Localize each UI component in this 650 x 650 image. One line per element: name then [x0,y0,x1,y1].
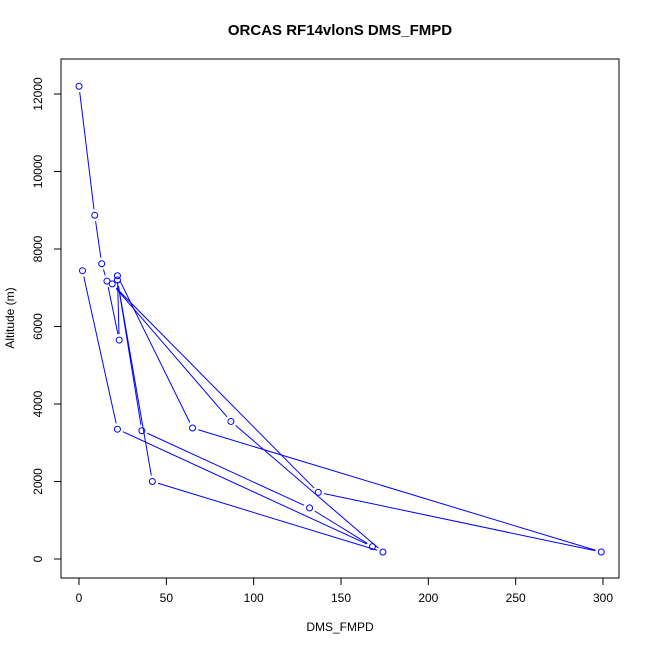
y-tick-label: 0 [31,555,45,562]
data-point [75,82,83,90]
y-tick-label: 12000 [31,77,45,111]
data-point [189,424,197,432]
y-tick-label: 10000 [31,154,45,188]
x-tick-label: 250 [506,591,526,605]
y-tick-label: 8000 [31,235,45,262]
data-point [148,478,156,485]
data-point [115,336,123,344]
data-point [98,260,106,268]
series-line-segment [79,92,95,210]
data-point [227,417,235,425]
series-line-segment [95,221,102,258]
y-axis-label: Altitude (m) [3,287,17,348]
x-tick-label: 150 [331,591,351,605]
series-lines [79,92,596,552]
series-line-segment [117,285,142,425]
data-point [306,504,314,512]
series-line-segment [122,431,368,545]
x-tick-label: 100 [244,591,264,605]
series-line-segment [107,286,119,335]
series-line-segment [115,288,228,418]
data-point [597,548,605,556]
series-line-segment [116,287,315,489]
series-line-segment [147,432,305,506]
series-line-segment [198,429,596,551]
series-line-segment [324,493,596,552]
series-line-segment [83,276,117,424]
plot-frame [60,58,620,579]
data-point [103,277,111,285]
data-point [78,267,86,275]
data-point [113,276,121,284]
data-point [314,488,322,496]
data-point [379,548,387,556]
x-tick-label: 0 [76,591,83,605]
y-tick-label: 4000 [31,390,45,417]
data-point [91,211,99,219]
x-tick-label: 200 [418,591,438,605]
series-line-segment [102,269,106,276]
series-line-segment [235,424,379,549]
y-tick-label: 6000 [31,313,45,340]
chart-title: ORCAS RF14vlonS DMS_FMPD [228,22,452,39]
series-points [75,82,605,556]
x-tick-label: 50 [160,591,174,605]
x-axis: 0 50 100 150 200 250 300 [76,577,613,605]
data-point [113,272,121,280]
series-line-segment [157,482,378,551]
series-line-segment [119,280,191,423]
data-point [368,543,376,551]
data-point [108,280,116,288]
y-axis: 0 2000 4000 6000 8000 10000 12000 [31,77,62,562]
data-point [113,425,121,433]
x-axis-label: DMS_FMPD [306,620,374,634]
data-point [138,427,146,435]
x-tick-label: 300 [593,591,613,605]
y-tick-label: 2000 [31,468,45,495]
series-line-segment [314,510,368,544]
